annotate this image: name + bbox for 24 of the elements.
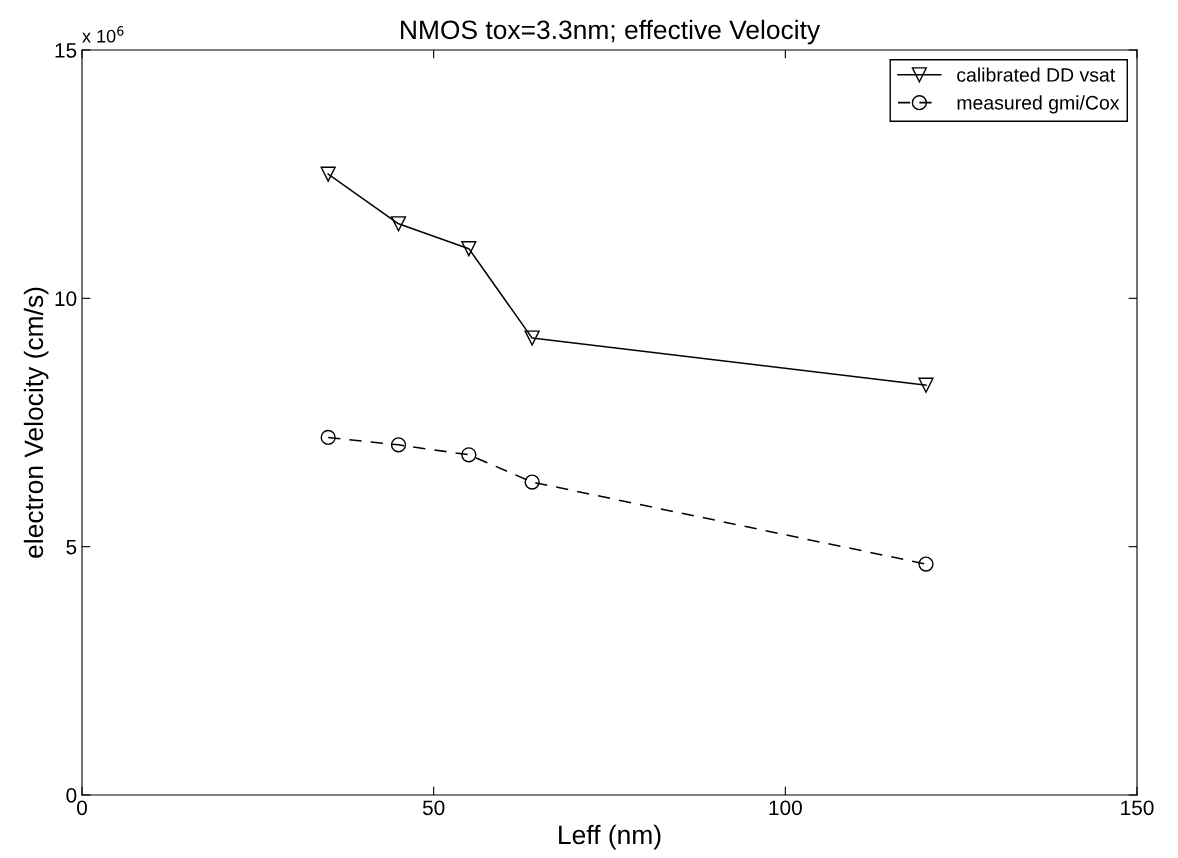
point	[918, 556, 934, 572]
x-tick-label: 150	[1121, 800, 1154, 816]
x-axis-title: Leff (nm)	[559, 824, 661, 850]
point	[524, 474, 540, 490]
point	[918, 377, 934, 393]
y-tick-label: 5	[66, 539, 77, 555]
x-tick-label: 50	[422, 800, 445, 816]
point	[461, 447, 477, 463]
legend-label: calibrated DD vsat	[957, 67, 1116, 82]
x-tick-label: 0	[77, 800, 87, 816]
y-tick-label: 15	[55, 43, 77, 58]
point	[390, 216, 407, 232]
y-tick-label: 10	[55, 291, 77, 307]
y-axis-title: electron Velocity (cm/s)	[23, 287, 49, 558]
point	[461, 241, 477, 257]
text: x 10$^{6}$	[82, 26, 124, 43]
point	[524, 330, 540, 346]
point	[320, 429, 336, 446]
y-tick-label: 0	[66, 788, 77, 803]
point	[390, 437, 407, 453]
x-tick-label: 100	[769, 800, 802, 816]
legend-label: measured gmi/Cox	[957, 95, 1120, 114]
chart-title: NMOS tox=3.3nm; effective Velocity	[401, 19, 821, 45]
point	[320, 166, 336, 182]
